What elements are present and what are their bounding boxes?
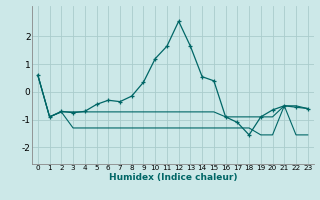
X-axis label: Humidex (Indice chaleur): Humidex (Indice chaleur) xyxy=(108,173,237,182)
